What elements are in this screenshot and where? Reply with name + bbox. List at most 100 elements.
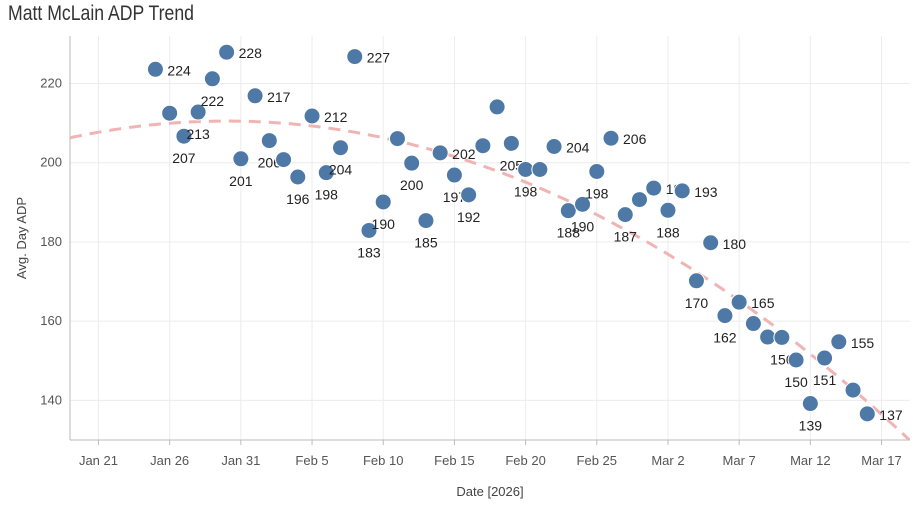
data-label: 227 (367, 50, 391, 66)
data-point (759, 328, 777, 346)
data-label: 156 (770, 351, 794, 367)
data-point (275, 151, 293, 169)
data-label: 204 (566, 140, 590, 156)
data-label: 198 (585, 185, 609, 201)
data-point (517, 160, 535, 178)
data-point (360, 221, 378, 239)
data-point (460, 186, 478, 204)
data-label: 165 (751, 295, 775, 311)
data-point (146, 60, 164, 78)
y-tick-label: 160 (40, 313, 62, 328)
data-point (659, 201, 677, 219)
x-tick-label: Feb 25 (577, 453, 617, 468)
data-label: 155 (851, 335, 875, 351)
data-point (246, 87, 264, 105)
trendline (70, 119, 910, 440)
data-point (687, 272, 705, 290)
data-point (218, 43, 236, 61)
data-label: 162 (713, 330, 737, 346)
data-label: 213 (186, 126, 210, 142)
data-label: 170 (685, 295, 709, 311)
data-point (673, 182, 691, 200)
data-label: 224 (167, 62, 191, 78)
data-point (161, 104, 179, 122)
data-label: 188 (656, 224, 680, 240)
x-tick-label: Jan 31 (221, 453, 260, 468)
data-label: 198 (514, 183, 538, 199)
y-tick-label: 180 (40, 234, 62, 249)
data-point (574, 195, 592, 213)
data-point (374, 193, 392, 211)
data-point (730, 293, 748, 311)
data-point (189, 103, 207, 121)
data-point (630, 191, 648, 209)
data-label: 187 (614, 229, 638, 245)
data-label: 196 (286, 191, 310, 207)
x-tick-label: Mar 2 (651, 453, 684, 468)
data-label: 150 (784, 374, 808, 390)
x-tick-label: Feb 10 (363, 453, 403, 468)
data-label: 185 (414, 235, 438, 251)
data-point (417, 212, 435, 230)
data-point (232, 150, 250, 168)
x-tick-label: Jan 21 (79, 453, 118, 468)
data-point (830, 333, 848, 351)
x-axis-title: Date [2026] (456, 484, 523, 499)
data-point (645, 179, 663, 197)
data-label: 192 (457, 209, 481, 225)
data-point (175, 127, 193, 145)
x-tick-label: Feb 20 (505, 453, 545, 468)
data-point (801, 395, 819, 413)
data-label: 198 (315, 187, 339, 203)
data-label: 190 (372, 216, 396, 232)
y-tick-label: 200 (40, 155, 62, 170)
x-tick-label: Mar 12 (790, 453, 830, 468)
data-label: 188 (557, 225, 581, 241)
data-label: 193 (694, 184, 718, 200)
y-tick-label: 220 (40, 76, 62, 91)
data-point (346, 48, 364, 66)
data-point (858, 405, 876, 423)
data-point (702, 234, 720, 252)
data-point (332, 139, 350, 157)
data-point (303, 107, 321, 125)
data-label: 228 (239, 45, 263, 61)
data-point (431, 144, 449, 162)
data-label: 204 (329, 162, 353, 178)
data-label: 206 (623, 131, 647, 147)
data-point (787, 351, 805, 369)
x-tick-label: Feb 15 (434, 453, 474, 468)
data-point (559, 202, 577, 220)
data-label: 180 (723, 236, 747, 252)
data-point (602, 129, 620, 147)
data-point (488, 98, 506, 116)
data-label: 201 (229, 173, 253, 189)
data-label: 190 (571, 218, 595, 234)
data-point (616, 206, 634, 224)
data-point (474, 137, 492, 155)
data-point (317, 164, 335, 182)
data-label: 212 (324, 109, 348, 125)
data-label: 183 (357, 244, 381, 260)
data-label: 151 (813, 372, 837, 388)
data-point (531, 160, 549, 178)
data-point (545, 138, 563, 156)
data-point (403, 154, 421, 172)
y-axis-title: Avg. Day ADP (14, 197, 29, 279)
data-point (289, 168, 307, 186)
y-tick-label: 140 (40, 392, 62, 407)
data-label: 207 (172, 150, 196, 166)
data-point (816, 349, 834, 367)
data-label: 139 (799, 418, 823, 434)
data-point (716, 307, 734, 325)
data-point (203, 70, 221, 88)
x-tick-label: Jan 26 (150, 453, 189, 468)
data-point (773, 328, 791, 346)
x-tick-label: Feb 5 (295, 453, 328, 468)
data-label: 217 (267, 89, 291, 105)
data-point (502, 134, 520, 152)
data-point (844, 381, 862, 399)
data-label: 200 (400, 177, 424, 193)
data-point (260, 132, 278, 150)
